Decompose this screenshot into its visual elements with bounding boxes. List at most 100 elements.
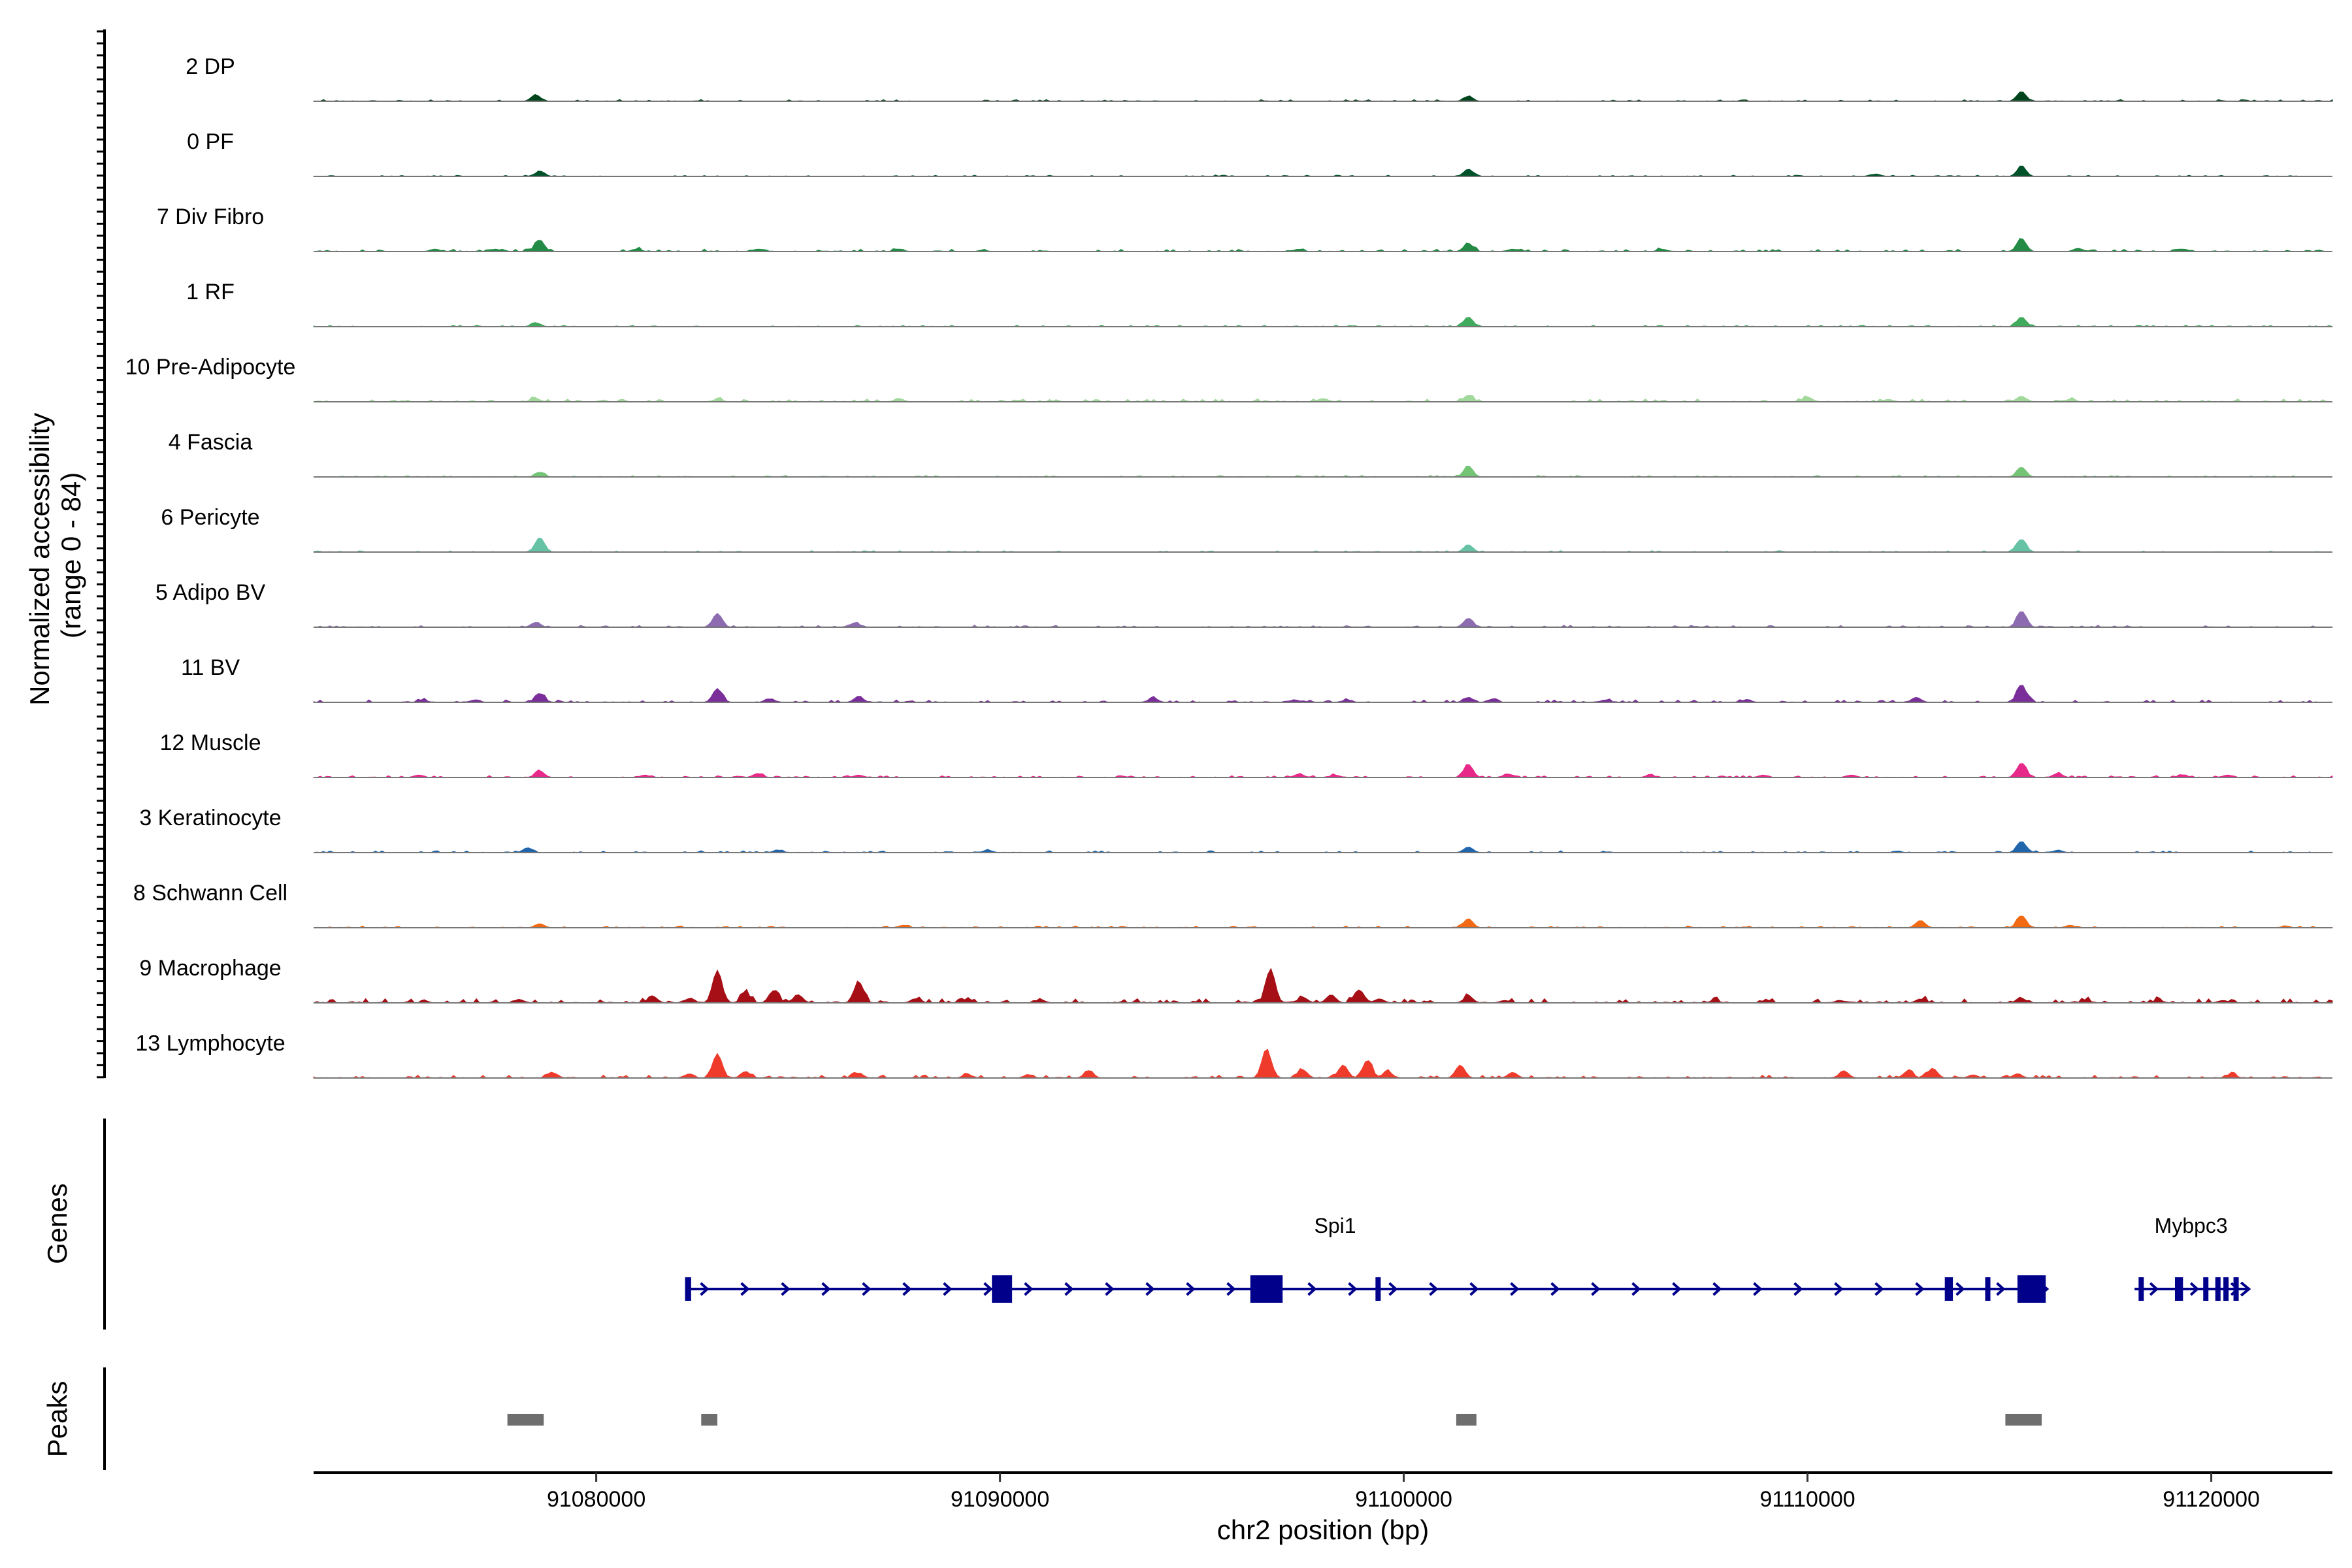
track-label: 0 PF xyxy=(187,129,234,154)
strand-arrow xyxy=(1672,1282,1682,1296)
strand-arrow xyxy=(1064,1282,1074,1296)
coverage-track: 4 Fascia xyxy=(169,430,2332,478)
strand-arrow xyxy=(1955,1282,1965,1296)
coverage-track: 9 Macrophage xyxy=(139,956,2333,1004)
x-tick-label: 91120000 xyxy=(2163,1487,2260,1512)
strand-arrow xyxy=(1105,1282,1115,1296)
coverage-track: 3 Keratinocyte xyxy=(139,806,2333,853)
strand-arrow xyxy=(1550,1282,1560,1296)
x-tick-label: 91110000 xyxy=(1759,1487,1855,1512)
x-tick-label: 91080000 xyxy=(547,1487,645,1512)
track-label: 11 BV xyxy=(181,655,240,680)
gene-label: Spi1 xyxy=(1315,1214,1356,1237)
coverage-track: 13 Lymphocyte xyxy=(135,1031,2332,1079)
track-label: 13 Lymphocyte xyxy=(135,1031,285,1056)
coverage-area xyxy=(313,685,2333,703)
track-label: 10 Pre-Adipocyte xyxy=(125,355,296,380)
coverage-track: 2 DP xyxy=(186,54,2333,102)
exon xyxy=(2223,1277,2229,1301)
strand-arrow xyxy=(1348,1282,1358,1296)
coverage-area xyxy=(313,537,2332,553)
peak-region xyxy=(507,1414,544,1426)
track-label: 5 Adipo BV xyxy=(155,580,266,605)
exon xyxy=(685,1277,691,1301)
coverage-area xyxy=(313,238,2333,252)
gene: Spi1 xyxy=(685,1214,2050,1303)
strand-arrow xyxy=(1753,1282,1763,1296)
coverage-area xyxy=(313,91,2333,102)
coverage-area xyxy=(313,165,2332,177)
exon xyxy=(2215,1277,2221,1301)
exon xyxy=(2203,1277,2209,1301)
strand-arrow xyxy=(700,1282,710,1296)
track-label: 7 Div Fibro xyxy=(157,204,264,229)
genes-axis-title: Genes xyxy=(42,1183,73,1264)
peak-region xyxy=(2005,1414,2042,1426)
exon xyxy=(2138,1277,2144,1301)
track-label: 12 Muscle xyxy=(160,730,261,755)
coverage-track: 1 RF xyxy=(186,280,2333,327)
peaks-axis-title: Peaks xyxy=(42,1381,73,1458)
strand-arrow xyxy=(740,1282,750,1296)
coverage-area xyxy=(313,1049,2332,1079)
strand-arrow xyxy=(781,1282,791,1296)
track-label: 1 RF xyxy=(186,280,235,304)
accessibility-y-axis-title: Normalized accessibility (range 0 - 84) xyxy=(24,405,86,706)
coverage-area xyxy=(313,316,2333,327)
coverage-area xyxy=(313,915,2333,928)
peak-region xyxy=(701,1414,717,1426)
exon xyxy=(992,1275,1013,1303)
strand-arrow xyxy=(2189,1282,2200,1296)
strand-arrow xyxy=(1510,1282,1520,1296)
track-label: 3 Keratinocyte xyxy=(139,806,281,830)
peak-region xyxy=(1456,1414,1477,1426)
strand-arrow xyxy=(1145,1282,1155,1296)
strand-arrow xyxy=(1874,1282,1884,1296)
coverage-track: 5 Adipo BV xyxy=(155,580,2333,628)
strand-arrow xyxy=(1469,1282,1479,1296)
strand-arrow xyxy=(1793,1282,1803,1296)
coverage-track: 10 Pre-Adipocyte xyxy=(125,355,2333,402)
accessibility-y-axis-ticks xyxy=(97,30,105,1079)
coverage-track: 12 Muscle xyxy=(160,730,2333,778)
x-tick-label: 91100000 xyxy=(1355,1487,1452,1512)
strand-arrow xyxy=(2240,1281,2251,1297)
coverage-area xyxy=(313,841,2333,853)
coverage-area xyxy=(313,395,2333,402)
strand-arrow xyxy=(1712,1282,1722,1296)
strand-arrow xyxy=(862,1282,872,1296)
x-axis-ticks: 91080000 91090000 91100000 91110000 91120000 xyxy=(547,1473,2260,1512)
coverage-tracks: 2 DP 0 PF 7 Div Fibro 1 RF 10 Pre-Adipocyte 4… xyxy=(125,54,2333,1079)
coverage-area xyxy=(313,763,2333,778)
strand-arrow xyxy=(1307,1282,1317,1296)
gene-annotation-track: Spi1 Mybpc3 xyxy=(685,1214,2251,1303)
strand-arrow xyxy=(902,1282,912,1296)
coverage-track: 8 Schwann Cell xyxy=(133,881,2333,928)
coverage-track: 0 PF xyxy=(187,129,2332,177)
coverage-track: 7 Div Fibro xyxy=(157,204,2333,252)
coverage-area xyxy=(313,968,2333,1004)
gene: Mybpc3 xyxy=(2134,1214,2251,1301)
gene-label: Mybpc3 xyxy=(2155,1214,2228,1237)
exon xyxy=(1985,1277,1991,1301)
strand-arrow xyxy=(2149,1282,2159,1296)
exon xyxy=(1250,1275,1283,1303)
strand-arrow xyxy=(1388,1282,1398,1296)
strand-arrow xyxy=(1226,1282,1236,1296)
exon xyxy=(2017,1275,2046,1303)
strand-arrow xyxy=(1915,1282,1925,1296)
strand-arrow xyxy=(821,1282,831,1296)
coverage-area xyxy=(314,611,2333,628)
x-tick-label: 91090000 xyxy=(951,1487,1049,1512)
strand-arrow xyxy=(1429,1282,1439,1296)
strand-arrow xyxy=(943,1282,953,1296)
coverage-track: 11 BV xyxy=(181,655,2333,703)
exon xyxy=(2233,1277,2239,1301)
exon xyxy=(1375,1277,1381,1301)
x-axis-title: chr2 position (bp) xyxy=(1217,1514,1429,1545)
strand-arrow xyxy=(1186,1282,1196,1296)
track-label: 9 Macrophage xyxy=(139,956,281,981)
exon xyxy=(1944,1277,1953,1301)
strand-arrow xyxy=(1834,1282,1844,1296)
